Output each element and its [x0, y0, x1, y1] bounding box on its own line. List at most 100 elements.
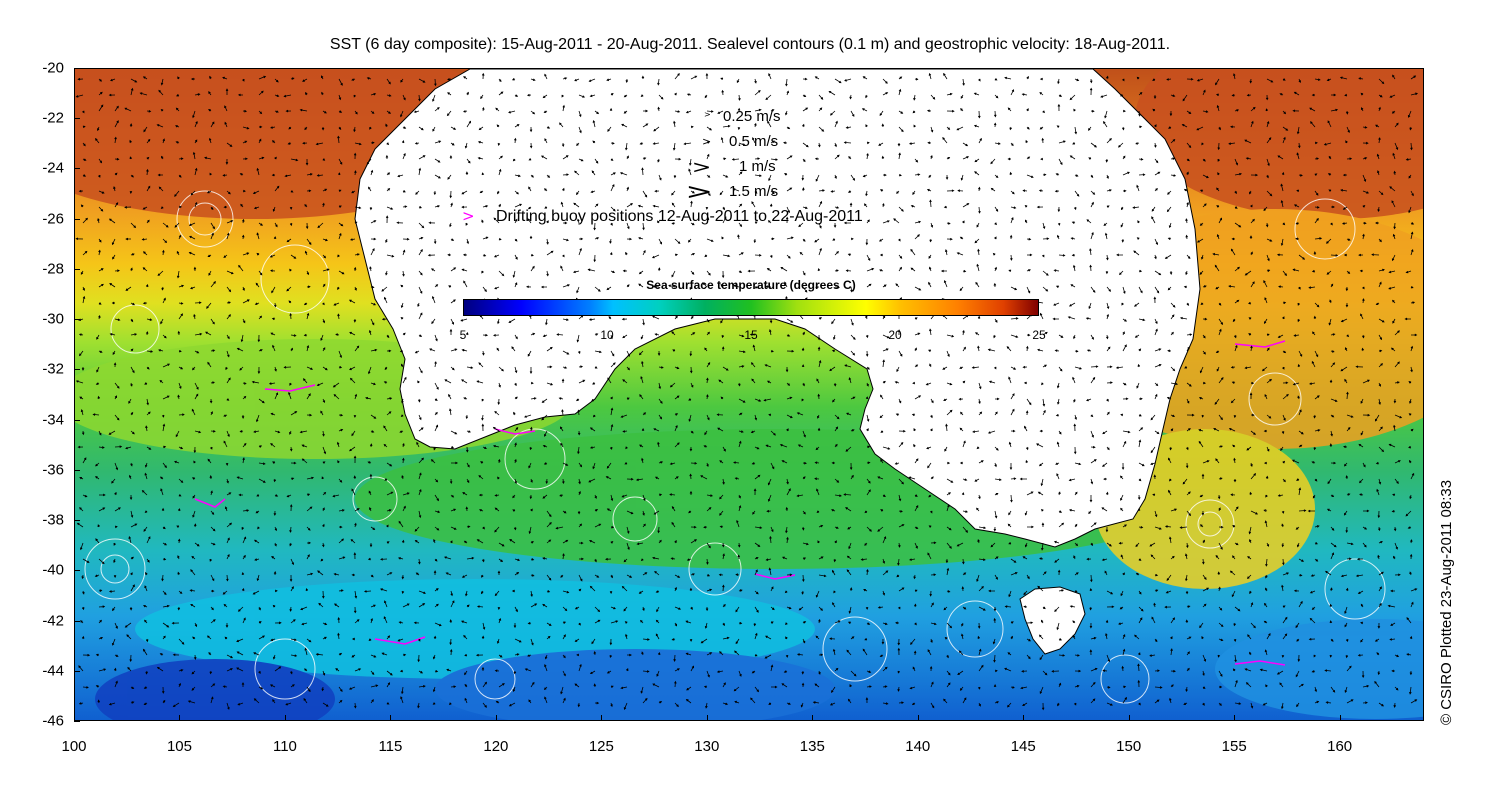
velocity-arrow — [1261, 366, 1268, 372]
velocity-arrow — [417, 302, 420, 307]
velocity-arrow — [289, 606, 293, 612]
arrow-05-icon: > — [702, 135, 712, 148]
velocity-arrow — [190, 603, 196, 608]
velocity-arrow — [80, 409, 84, 416]
velocity-arrow — [914, 458, 919, 464]
velocity-arrow — [674, 680, 677, 688]
velocity-arrow — [1106, 685, 1111, 689]
velocity-arrow — [1186, 158, 1190, 162]
velocity-arrow — [674, 606, 682, 610]
velocity-arrow — [1234, 222, 1242, 228]
velocity-arrow — [1201, 254, 1204, 260]
velocity-arrow — [994, 142, 1001, 145]
velocity-arrow — [1298, 350, 1303, 357]
velocity-arrow — [866, 267, 875, 272]
velocity-arrow — [271, 140, 276, 144]
velocity-arrow — [128, 535, 132, 544]
velocity-arrow — [1263, 280, 1268, 288]
velocity-arrow — [383, 381, 388, 384]
velocity-arrow — [1249, 651, 1252, 656]
velocity-arrow — [418, 334, 423, 337]
velocity-arrow — [354, 286, 357, 291]
velocity-arrow — [654, 570, 660, 576]
velocity-arrow — [1182, 94, 1188, 102]
velocity-arrow — [322, 347, 326, 352]
velocity-arrow — [1037, 585, 1044, 592]
velocity-arrow — [177, 571, 180, 576]
velocity-arrow — [1184, 366, 1188, 369]
velocity-arrow — [833, 334, 836, 341]
velocity-arrow — [189, 235, 196, 240]
velocity-arrow — [1410, 231, 1414, 240]
velocity-arrow — [509, 539, 516, 544]
velocity-arrow — [498, 558, 504, 562]
velocity-arrow — [130, 411, 134, 416]
velocity-arrow — [1362, 141, 1369, 145]
velocity-arrow — [1055, 173, 1060, 176]
velocity-arrow — [594, 203, 599, 208]
velocity-arrow — [718, 379, 724, 384]
velocity-arrow — [706, 110, 714, 113]
velocity-arrow — [476, 539, 484, 544]
velocity-arrow — [1122, 634, 1126, 640]
velocity-arrow — [832, 238, 836, 241]
velocity-arrow — [690, 382, 694, 388]
velocity-arrow — [1185, 686, 1188, 693]
velocity-arrow — [108, 430, 116, 435]
velocity-arrow — [223, 440, 228, 448]
velocity-arrow — [242, 382, 247, 385]
velocity-arrow — [80, 542, 84, 551]
velocity-arrow — [146, 366, 150, 370]
velocity-arrow — [1296, 702, 1300, 708]
velocity-arrow — [767, 494, 772, 502]
velocity-arrow — [994, 574, 998, 580]
velocity-arrow — [542, 603, 548, 608]
velocity-arrow — [1313, 251, 1317, 256]
velocity-arrow — [770, 254, 773, 259]
velocity-arrow — [162, 635, 166, 640]
velocity-arrow — [734, 650, 740, 656]
velocity-arrow — [626, 155, 629, 160]
velocity-arrow — [1362, 221, 1367, 225]
velocity-arrow — [432, 654, 436, 660]
velocity-arrow — [1359, 478, 1364, 484]
velocity-arrow — [464, 653, 468, 657]
velocity-arrow — [801, 187, 805, 192]
velocity-arrow — [462, 253, 468, 257]
velocity-arrow — [1330, 283, 1334, 288]
velocity-arrow — [1009, 171, 1013, 176]
velocity-arrow — [498, 203, 501, 208]
velocity-arrow — [446, 668, 452, 672]
velocity-arrow — [496, 638, 500, 644]
velocity-arrow — [514, 238, 518, 242]
velocity-arrow — [1282, 136, 1286, 144]
velocity-arrow — [779, 444, 788, 448]
velocity-arrow — [322, 446, 327, 455]
velocity-arrow — [130, 78, 138, 83]
velocity-arrow — [976, 222, 980, 228]
velocity-arrow — [1169, 536, 1172, 544]
velocity-arrow — [689, 286, 692, 291]
velocity-arrow — [1298, 142, 1301, 149]
velocity-arrow — [274, 494, 279, 497]
velocity-arrow — [1375, 302, 1380, 306]
velocity-arrow — [1009, 463, 1013, 471]
velocity-arrow — [130, 510, 134, 518]
velocity-arrow — [861, 108, 868, 112]
velocity-arrow — [720, 396, 724, 400]
velocity-arrow — [771, 685, 778, 689]
velocity-arrow — [160, 488, 164, 496]
velocity-arrow — [1106, 174, 1109, 179]
velocity-arrow — [706, 588, 713, 592]
velocity-arrow — [386, 142, 390, 146]
velocity-arrow — [593, 683, 597, 688]
velocity-arrow — [816, 378, 820, 384]
velocity-arrow — [1313, 446, 1317, 451]
velocity-arrow — [1217, 654, 1221, 658]
velocity-arrow — [1074, 572, 1079, 576]
velocity-arrow — [610, 541, 614, 544]
velocity-arrow — [1010, 635, 1013, 640]
velocity-arrow — [125, 446, 132, 450]
velocity-arrow — [512, 494, 516, 499]
velocity-arrow — [354, 619, 360, 624]
